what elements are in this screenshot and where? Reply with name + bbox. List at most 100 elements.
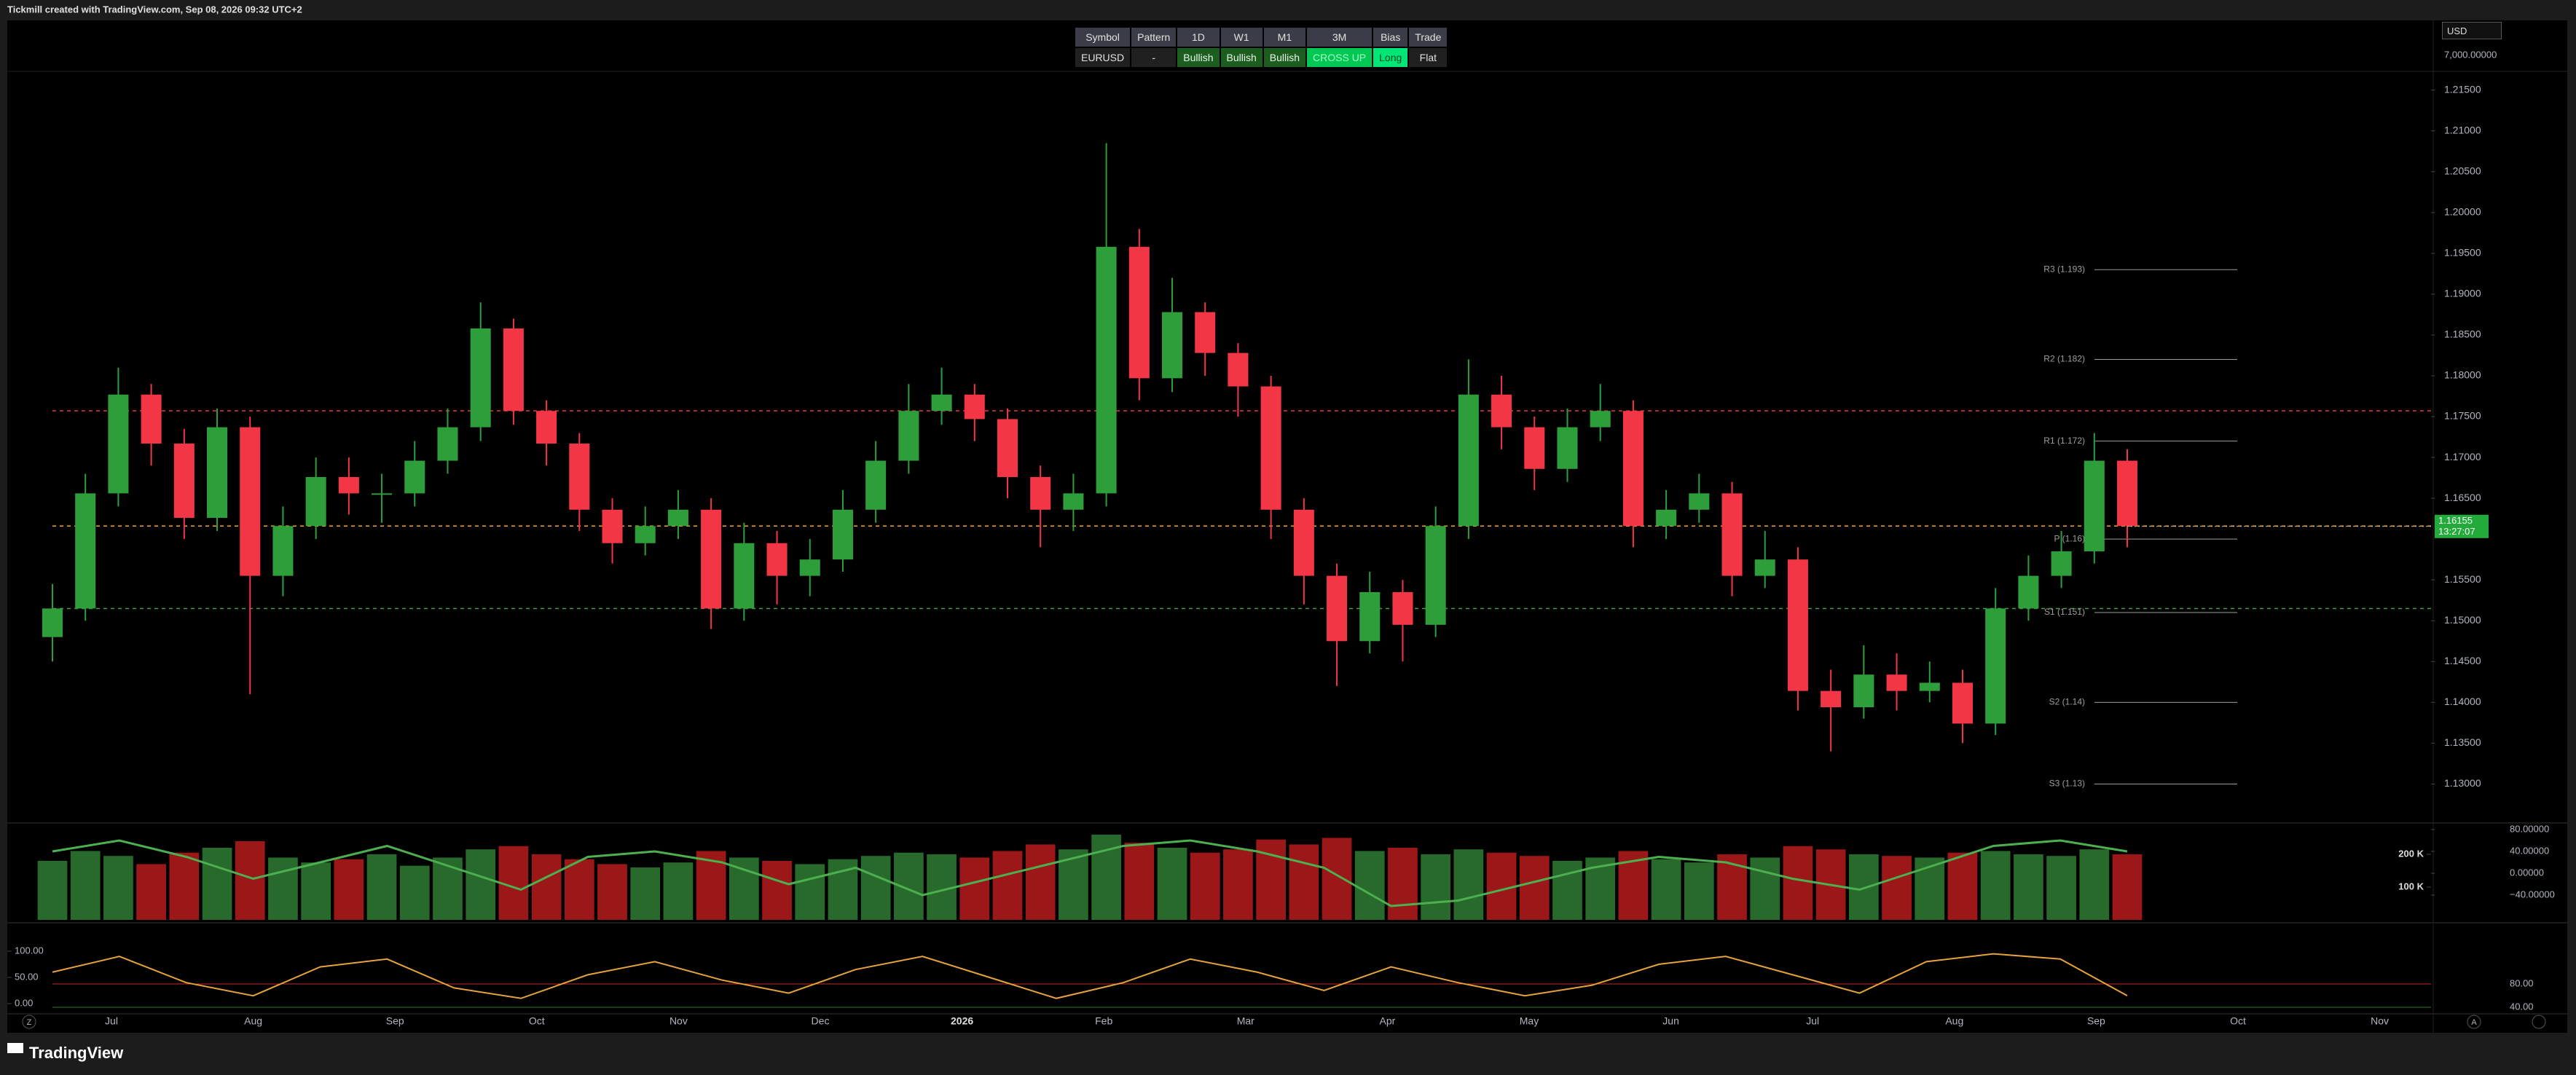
volume-bar — [1750, 857, 1780, 920]
candle-body — [207, 427, 228, 519]
volume-bar — [136, 864, 166, 920]
cell: - — [1130, 47, 1178, 68]
volume-bar — [1453, 849, 1484, 920]
y-tick-label: 1.18500 — [2444, 328, 2481, 340]
candle-body — [42, 608, 63, 637]
pivot-label: R1 (1.172) — [2043, 436, 2085, 446]
y-tick-label: 1.13000 — [2444, 777, 2481, 789]
candle-body — [404, 460, 425, 494]
button-label[interactable]: Z — [27, 1018, 32, 1027]
x-tick-label: Sep — [2087, 1015, 2105, 1027]
volume-bar — [1289, 844, 1319, 920]
candle-body — [75, 493, 96, 609]
currency-select[interactable]: USD — [2442, 22, 2502, 39]
candle-body — [1096, 246, 1117, 494]
candle-body — [503, 328, 524, 412]
candle-body — [2116, 460, 2138, 527]
y-tick-label: 100.00 — [15, 945, 44, 956]
pivot-label: R3 (1.193) — [2043, 264, 2085, 274]
candle-body — [1919, 682, 1940, 691]
x-tick-label: Sep — [386, 1015, 404, 1027]
volume-bar — [268, 857, 298, 920]
candle-body — [1721, 493, 1743, 576]
candle-body — [1491, 394, 1512, 428]
volume-bar — [1552, 860, 1582, 920]
volume-bar — [1882, 856, 1912, 920]
last-price-box — [2435, 514, 2489, 538]
candle-body — [1392, 592, 1413, 625]
x-tick-label: Feb — [1095, 1015, 1112, 1027]
volume-bar — [1421, 854, 1451, 920]
volume-bar — [1684, 862, 1714, 920]
candle-body — [1228, 353, 1249, 387]
pivot-label: P (1.16) — [2054, 533, 2085, 543]
cell: Flat — [1407, 47, 1449, 68]
y-tick-label: 1.17500 — [2444, 410, 2481, 422]
volume-bar — [1486, 852, 1517, 920]
y-tick-label: 1.17000 — [2444, 451, 2481, 462]
candle-body — [240, 427, 261, 576]
volume-bar — [103, 856, 133, 920]
candle-body — [2084, 460, 2105, 551]
candle-body — [1128, 246, 1150, 379]
candle-body — [832, 509, 853, 560]
volume-bar — [630, 867, 661, 920]
momentum-line — [52, 839, 2128, 907]
candle-body — [338, 476, 359, 494]
candle-body — [667, 509, 688, 527]
scale-top-label: 7,000.00000 — [2444, 49, 2497, 60]
pivot-label: S3 (1.13) — [2049, 779, 2085, 789]
y-tick-label: 1.18000 — [2444, 369, 2481, 381]
candle-body — [898, 411, 919, 461]
volume-bar — [959, 857, 990, 920]
button-label[interactable]: A — [2471, 1018, 2477, 1027]
volume-bar — [531, 854, 562, 920]
volume-bar — [235, 840, 265, 920]
button[interactable] — [22, 1015, 36, 1029]
candle-body — [1425, 526, 1446, 625]
candle-body — [1162, 312, 1183, 379]
settings-button[interactable] — [2532, 1015, 2546, 1029]
candle-body — [602, 509, 623, 543]
y-tick-label: 1.19500 — [2444, 247, 2481, 259]
volume-bar — [301, 862, 331, 920]
logo-icon — [7, 1043, 23, 1053]
status-table: Symbol Pattern 1D W1 M1 3M Bias Trade EU… — [1073, 26, 1449, 68]
volume-bar — [399, 865, 430, 920]
y-tick-label: 1.16500 — [2444, 492, 2481, 503]
candle-body — [931, 394, 952, 412]
volume-bar — [1354, 851, 1385, 920]
volume-bar — [597, 864, 627, 920]
y-tick-label: 200 K — [2398, 848, 2424, 859]
x-tick-label: Aug — [1945, 1015, 1963, 1027]
header-cell: W1 — [1219, 26, 1264, 48]
y2-tick-label: 0.00000 — [2510, 867, 2544, 878]
cell: Long — [1372, 47, 1410, 68]
volume-bar — [860, 856, 891, 920]
y2-tick-label: −40.00000 — [2510, 889, 2555, 899]
header-cell: 1D — [1176, 26, 1221, 48]
candle-body — [1260, 386, 1281, 510]
x-tick-label: Aug — [244, 1015, 262, 1027]
y-tick-label: 50.00 — [15, 971, 39, 982]
pivot-label: S1 (1.151) — [2044, 607, 2085, 617]
candle-body — [1886, 674, 1907, 691]
candle-body — [1524, 427, 1545, 469]
candle-body — [799, 559, 820, 576]
volume-bar — [1223, 849, 1253, 920]
y-tick-label: 1.20500 — [2444, 165, 2481, 176]
y-tick-label: 1.14500 — [2444, 655, 2481, 666]
candle-body — [635, 526, 656, 543]
volume-bar — [992, 851, 1023, 920]
volume-bar — [202, 847, 232, 920]
y2-tick-label: 80.00 — [2510, 977, 2534, 988]
x-tick-label: Jun — [1662, 1015, 1679, 1027]
volume-bar — [2014, 854, 2043, 920]
x-tick-label: Nov — [669, 1015, 688, 1027]
button[interactable] — [2467, 1015, 2481, 1029]
header-text: Tickmill created with TradingView.com, S… — [7, 4, 302, 15]
candle-body — [2018, 575, 2039, 609]
cell: EURUSD — [1073, 47, 1132, 68]
volume-bar — [433, 857, 463, 920]
y-tick-label: 1.15000 — [2444, 614, 2481, 626]
